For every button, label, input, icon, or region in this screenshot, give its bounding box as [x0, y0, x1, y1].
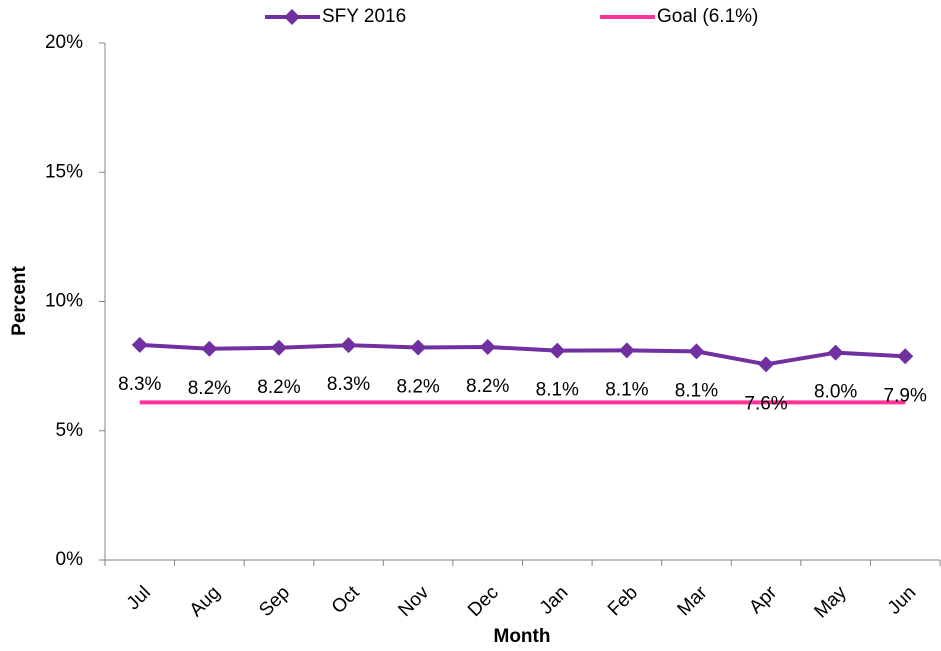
y-tick-label: 5%: [56, 420, 84, 441]
data-label: 8.2%: [188, 378, 231, 399]
marker: [549, 342, 566, 359]
data-label: 8.2%: [466, 376, 509, 397]
line-series: [139, 342, 906, 367]
x-tick-label: Oct: [328, 582, 364, 618]
marker: [897, 348, 914, 365]
marker: [270, 339, 287, 356]
y-axis-title: Percent: [9, 265, 30, 335]
legend-label: SFY 2016: [322, 6, 406, 27]
x-tick-label: Nov: [394, 582, 433, 621]
marker: [827, 344, 844, 361]
x-tick-label: Mar: [674, 582, 712, 620]
data-label: 8.1%: [536, 380, 579, 401]
y-tick-label: 10%: [45, 291, 83, 312]
y-tick-label: 15%: [45, 161, 83, 182]
marker: [340, 337, 357, 354]
x-tick-label: May: [810, 582, 851, 623]
x-tick-label: Jul: [123, 582, 155, 614]
data-label: 8.2%: [257, 377, 300, 398]
x-axis-title: Month: [494, 626, 551, 647]
marker: [201, 340, 218, 357]
legend-marker: [284, 9, 300, 25]
data-label: 8.1%: [675, 380, 718, 401]
data-label: 7.6%: [744, 393, 787, 414]
x-tick-label: Sep: [255, 582, 294, 621]
x-tick-label: Aug: [186, 582, 225, 621]
marker: [410, 339, 427, 356]
x-tick-label: Jun: [884, 582, 921, 619]
data-label: 8.2%: [396, 377, 439, 398]
marker: [758, 356, 775, 373]
x-tick-label: Dec: [464, 582, 503, 621]
marker: [688, 343, 705, 360]
data-label: 8.1%: [605, 379, 648, 400]
marker: [131, 336, 148, 353]
data-label: 8.3%: [118, 374, 161, 395]
x-tick-label: Jan: [536, 582, 573, 619]
data-label: 7.9%: [884, 385, 927, 406]
x-tick-label: Feb: [604, 582, 642, 620]
marker: [479, 338, 496, 355]
data-label: 8.0%: [814, 382, 857, 403]
y-tick-label: 20%: [45, 32, 83, 53]
y-tick-label: 0%: [56, 549, 84, 570]
x-tick-label: Apr: [745, 582, 781, 618]
legend-label: Goal (6.1%): [657, 6, 758, 27]
marker: [618, 342, 635, 359]
data-label: 8.3%: [327, 374, 370, 395]
